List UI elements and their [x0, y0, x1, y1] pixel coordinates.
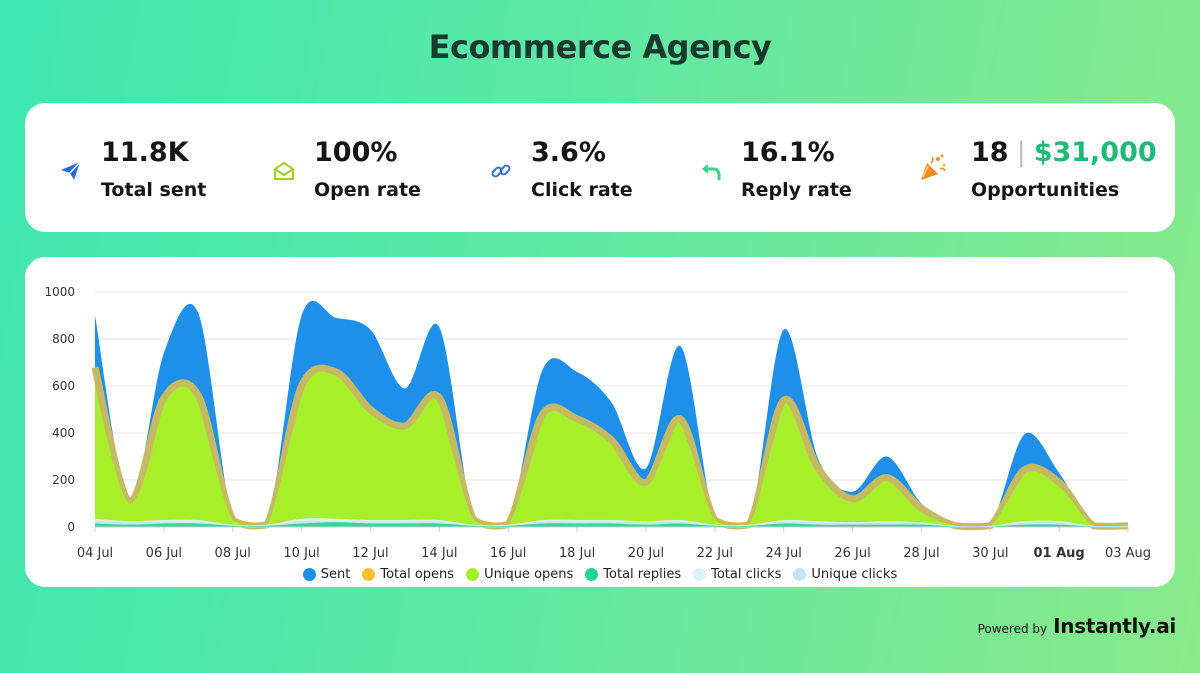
legend-dot-total-replies — [585, 568, 599, 581]
x-tick-label: 18 Jul — [559, 546, 595, 561]
stat-label: Total sent — [101, 179, 207, 201]
legend-dot-total-opens — [362, 568, 376, 581]
y-tick-label: 600 — [52, 379, 75, 393]
legend-item-sent[interactable]: Sent — [302, 567, 351, 582]
legend-item-total-opens[interactable]: Total opens — [362, 567, 454, 582]
legend-dot-sent — [302, 568, 316, 581]
x-tick-label: 08 Jul — [215, 546, 251, 561]
x-tick-label: 03 Aug — [1105, 546, 1151, 561]
x-tick-label: 28 Jul — [903, 546, 939, 561]
opportunities-count: 18 — [971, 137, 1009, 168]
x-tick-label: 24 Jul — [765, 546, 801, 561]
legend-item-total-clicks[interactable]: Total clicks — [693, 567, 781, 582]
legend-item-unique-opens[interactable]: Unique opens — [466, 567, 573, 582]
y-tick-label: 800 — [52, 332, 75, 346]
y-tick-label: 200 — [52, 473, 75, 487]
stat-value: 3.6% — [531, 137, 606, 168]
x-tick-label: 04 Jul — [77, 546, 113, 561]
x-tick-label: 16 Jul — [490, 546, 526, 561]
legend-label: Total clicks — [711, 567, 782, 582]
chart-legend: Sent Total opens Unique opens Total repl… — [25, 567, 1175, 582]
legend-item-unique-clicks[interactable]: Unique clicks — [793, 567, 897, 582]
legend-label: Unique clicks — [811, 567, 898, 582]
legend-dot-unique-opens — [466, 568, 480, 581]
y-tick-label: 0 — [67, 520, 75, 534]
legend-item-total-replies[interactable]: Total replies — [585, 567, 681, 582]
powered-by-text: Powered by — [977, 622, 1048, 636]
series-unique-opens-area — [95, 388, 1128, 527]
area-chart: 0 200 400 600 800 1000 04 Jul 06 Jul 08 Jul 10 Ju… — [44, 285, 1151, 561]
stat-label: Open rate — [314, 179, 421, 201]
party-popper-icon — [918, 153, 948, 183]
paper-plane-icon — [59, 159, 83, 183]
chart-card: 0 200 400 600 800 1000 04 Jul 06 Jul 08 Jul 10 Ju… — [25, 257, 1175, 587]
stats-card: 11.8K Total sent 100% Open rate 3.6% Cli… — [25, 103, 1175, 232]
x-tick-label: 22 Jul — [697, 546, 733, 561]
x-tick-label: 30 Jul — [972, 546, 1008, 561]
y-tick-label: 400 — [52, 426, 75, 440]
legend-label: Total opens — [380, 567, 455, 582]
stat-value: 18 | $31,000 — [971, 137, 1157, 168]
value-separator: | — [1016, 137, 1026, 168]
x-tick-label: 01 Aug — [1034, 546, 1085, 561]
series-total-replies-area — [95, 522, 1128, 527]
legend-dot-total-clicks — [693, 568, 707, 581]
reply-arrow-icon — [699, 159, 723, 183]
brand-logo-text[interactable]: Instantly.ai — [1053, 614, 1176, 638]
stat-label: Reply rate — [741, 179, 852, 201]
link-icon — [489, 159, 513, 183]
x-tick-label: 06 Jul — [146, 546, 182, 561]
envelope-open-icon — [272, 159, 296, 183]
x-tick-label: 12 Jul — [352, 546, 388, 561]
stat-value: 100% — [314, 137, 398, 168]
stat-value: 11.8K — [101, 137, 189, 168]
x-tick-label: 10 Jul — [283, 546, 319, 561]
stat-value: 16.1% — [741, 137, 835, 168]
footer: Powered by Instantly.ai — [977, 614, 1177, 638]
opportunities-value: $31,000 — [1033, 137, 1157, 168]
x-tick-label: 26 Jul — [834, 546, 870, 561]
legend-label: Total replies — [603, 567, 682, 582]
y-tick-label: 1000 — [44, 285, 75, 299]
legend-dot-unique-clicks — [793, 568, 807, 581]
stat-label: Click rate — [531, 179, 633, 201]
legend-label: Sent — [320, 567, 351, 582]
x-tick-label: 20 Jul — [628, 546, 664, 561]
x-tick-label: 14 Jul — [421, 546, 457, 561]
page-title: Ecommerce Agency — [428, 28, 772, 66]
legend-label: Unique opens — [484, 567, 574, 582]
stat-label: Opportunities — [971, 179, 1120, 201]
